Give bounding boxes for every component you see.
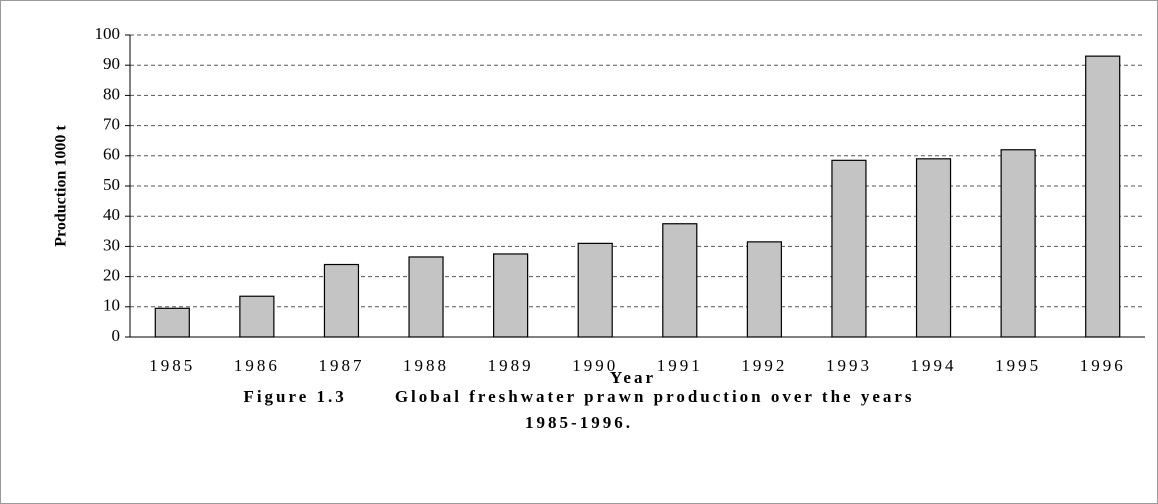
figure-label: Figure 1.3: [243, 387, 347, 406]
x-tick-label: 1989: [488, 356, 534, 375]
y-tick-label: 60: [103, 145, 120, 164]
x-tick-label: 1986: [234, 356, 280, 375]
y-tick-label: 10: [103, 296, 120, 315]
y-axis-label: Production 1000 t: [53, 125, 70, 247]
y-tick-label: 0: [112, 326, 121, 345]
bar: [746, 241, 782, 338]
bar: [408, 256, 444, 338]
x-tick-label: 1987: [318, 356, 364, 375]
y-tick-label: 70: [103, 115, 120, 134]
y-tick-label: 80: [103, 84, 120, 103]
bar: [1085, 55, 1121, 338]
bar: [831, 159, 867, 338]
y-tick-label: 20: [103, 266, 120, 285]
y-tick-label: 90: [103, 54, 120, 73]
bar: [154, 307, 190, 338]
bar: [323, 263, 360, 338]
x-tick-label: 1994: [911, 356, 957, 375]
y-tick-label: 50: [103, 175, 120, 194]
x-tick-label: 1992: [741, 356, 787, 375]
x-axis-label: Year: [610, 368, 656, 387]
chart-title: Global freshwater prawn production over …: [394, 387, 915, 432]
bar: [493, 253, 529, 338]
y-tick-label: 30: [103, 235, 120, 254]
x-tick-label: 1993: [826, 356, 872, 375]
y-tick-label: 100: [95, 24, 121, 43]
bar: [577, 242, 613, 338]
x-tick-label: 1991: [657, 356, 703, 375]
bar: [1000, 149, 1036, 338]
bar: [239, 295, 275, 338]
x-tick-label: 1990: [572, 356, 618, 375]
bar: [915, 158, 952, 338]
y-tick-label: 40: [103, 205, 120, 224]
x-tick-label: 1995: [995, 356, 1041, 375]
caption: Figure 1.3 Global freshwater prawn produc…: [239, 384, 919, 436]
x-tick-label: 1985: [149, 356, 195, 375]
x-tick-label: 1996: [1080, 356, 1126, 375]
x-tick-label: 1988: [403, 356, 449, 375]
bar: [662, 223, 698, 338]
